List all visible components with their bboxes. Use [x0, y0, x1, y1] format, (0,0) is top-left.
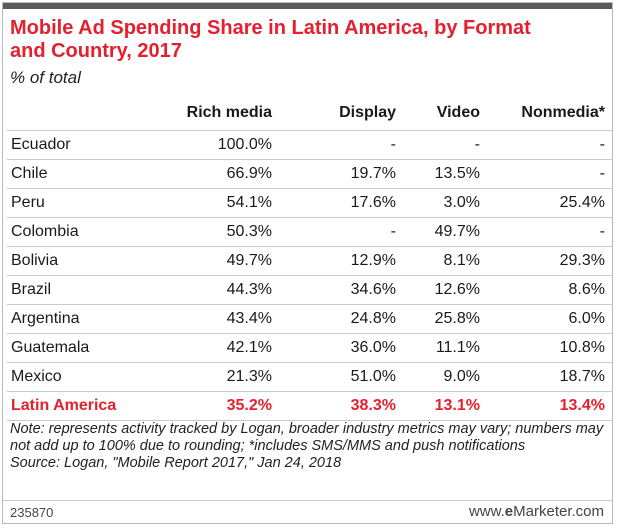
- row-label: Peru: [7, 188, 149, 218]
- table-row: Argentina 43.4% 24.8% 25.8% 6.0%: [7, 304, 613, 334]
- cell-rich-media: 43.4%: [149, 304, 280, 334]
- brand-suffix: Marketer.com: [513, 503, 604, 520]
- row-label: Argentina: [7, 304, 149, 334]
- cell-nonmedia: 8.6%: [488, 275, 613, 305]
- row-label: Ecuador: [7, 130, 149, 160]
- cell-video: 8.1%: [404, 246, 488, 276]
- cell-display: 24.8%: [280, 304, 404, 334]
- source-text: Source: Logan, "Mobile Report 2017," Jan…: [10, 455, 342, 471]
- chart-id: 235870: [10, 505, 54, 520]
- cell-video: 9.0%: [404, 362, 488, 392]
- notes-block: Note: represents activity tracked by Log…: [10, 421, 610, 472]
- table-row: Peru 54.1% 17.6% 3.0% 25.4%: [7, 188, 613, 218]
- cell-nonmedia: 13.4%: [488, 391, 613, 421]
- cell-display: 17.6%: [280, 188, 404, 218]
- row-label: Bolivia: [7, 246, 149, 276]
- cell-display: -: [280, 130, 404, 160]
- cell-rich-media: 50.3%: [149, 217, 280, 247]
- column-header-nonmedia: Nonmedia*: [521, 104, 605, 121]
- table-row: Latin America 35.2% 38.3% 13.1% 13.4%: [7, 391, 613, 421]
- cell-nonmedia: -: [488, 130, 613, 160]
- row-label: Guatemala: [7, 333, 149, 363]
- cell-nonmedia: -: [488, 217, 613, 247]
- cell-nonmedia: 18.7%: [488, 362, 613, 392]
- cell-video: 12.6%: [404, 275, 488, 305]
- cell-nonmedia: 6.0%: [488, 304, 613, 334]
- cell-display: -: [280, 217, 404, 247]
- top-bar: [3, 3, 612, 9]
- row-label: Latin America: [7, 391, 149, 421]
- column-header-rich-media: Rich media: [186, 104, 272, 121]
- cell-video: 3.0%: [404, 188, 488, 218]
- table-row: Brazil 44.3% 34.6% 12.6% 8.6%: [7, 275, 613, 305]
- cell-video: 11.1%: [404, 333, 488, 363]
- table-row: Colombia 50.3% -49.7% -: [7, 217, 613, 247]
- brand-prefix: www.: [468, 503, 505, 520]
- table-body: Ecuador 100.0% - - - Chile 66.9% 19.7% 13.5% - Per…: [7, 130, 613, 421]
- cell-nonmedia: 29.3%: [488, 246, 613, 276]
- cell-video: 49.7%: [404, 217, 488, 247]
- cell-display: 19.7%: [280, 159, 404, 189]
- table-row: Bolivia 49.7% 12.9% 8.1% 29.3%: [7, 246, 613, 276]
- cell-rich-media: 35.2%: [149, 391, 280, 421]
- cell-rich-media: 100.0%: [149, 130, 280, 160]
- column-header-video: Video: [436, 104, 480, 121]
- cell-rich-media: 66.9%: [149, 159, 280, 189]
- chart-frame: Mobile Ad Spending Share in Latin Americ…: [2, 2, 613, 524]
- cell-rich-media: 44.3%: [149, 275, 280, 305]
- data-table: Rich media Display Video Nonmedia* Ecuad…: [7, 96, 613, 421]
- table-row: Mexico 21.3% 51.0% 9.0% 18.7%: [7, 362, 613, 392]
- cell-rich-media: 49.7%: [149, 246, 280, 276]
- cell-video: 25.8%: [404, 304, 488, 334]
- cell-display: 51.0%: [280, 362, 404, 392]
- row-label: Brazil: [7, 275, 149, 305]
- chart-title: Mobile Ad Spending Share in Latin Americ…: [10, 17, 531, 62]
- row-label: Colombia: [7, 217, 149, 247]
- table-row: Ecuador 100.0% - - -: [7, 130, 613, 160]
- brand-logo: www.eMarketer.com: [469, 503, 604, 520]
- cell-display: 34.6%: [280, 275, 404, 305]
- column-header-country: [7, 96, 149, 131]
- header-row: Rich media Display Video Nonmedia*: [7, 96, 613, 131]
- table-row: Guatemala 42.1% 36.0% 11.1% 10.8%: [7, 333, 613, 363]
- cell-display: 36.0%: [280, 333, 404, 363]
- cell-nonmedia: 25.4%: [488, 188, 613, 218]
- footer-divider: [3, 500, 612, 501]
- note-text: Note: represents activity tracked by Log…: [10, 421, 604, 454]
- cell-nonmedia: -: [488, 159, 613, 189]
- cell-nonmedia: 10.8%: [488, 333, 613, 363]
- brand-e: e: [504, 503, 514, 520]
- cell-rich-media: 42.1%: [149, 333, 280, 363]
- cell-rich-media: 21.3%: [149, 362, 280, 392]
- column-header-display: Display: [339, 104, 396, 121]
- cell-video: -: [404, 130, 488, 160]
- table-row: Chile 66.9% 19.7% 13.5% -: [7, 159, 613, 189]
- row-label: Mexico: [7, 362, 149, 392]
- chart-subtitle: % of total: [10, 68, 81, 87]
- cell-video: 13.1%: [404, 391, 488, 421]
- cell-display: 12.9%: [280, 246, 404, 276]
- cell-video: 13.5%: [404, 159, 488, 189]
- cell-rich-media: 54.1%: [149, 188, 280, 218]
- cell-display: 38.3%: [280, 391, 404, 421]
- row-label: Chile: [7, 159, 149, 189]
